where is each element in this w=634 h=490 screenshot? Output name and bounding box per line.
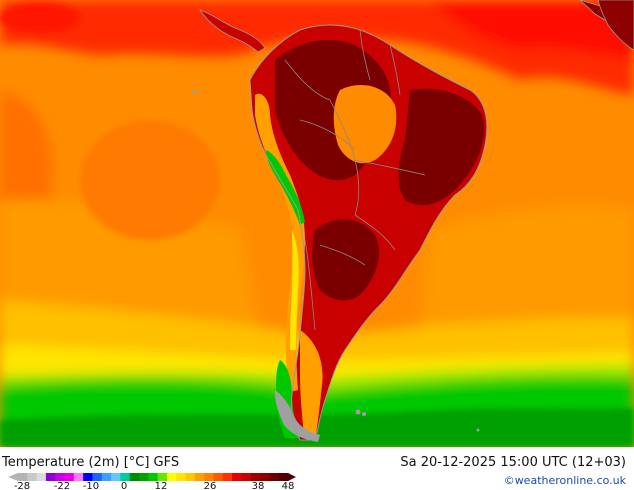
- legend-tick-label: 38: [252, 481, 265, 490]
- legend-swatch: [83, 473, 93, 481]
- legend-tick-label: 0: [121, 481, 127, 490]
- legend-arrow-left: [8, 473, 18, 481]
- africa-edge: [597, 0, 634, 51]
- legend-swatch: [120, 473, 131, 481]
- temperature-map: [0, 0, 634, 447]
- legend-swatch: [204, 473, 215, 481]
- coastline: [249, 24, 488, 441]
- legend-swatch: [101, 473, 112, 481]
- legend-tick-label: -28: [14, 481, 30, 490]
- legend-swatch: [45, 473, 56, 481]
- legend-swatch: [185, 473, 196, 481]
- legend-swatch: [73, 473, 84, 481]
- legend-swatch: [27, 473, 38, 481]
- legend-swatch: [111, 473, 121, 481]
- legend-swatch: [278, 473, 289, 481]
- legend-swatch: [269, 473, 280, 481]
- legend-swatch: [18, 473, 28, 481]
- legend-swatch: [222, 473, 233, 481]
- legend-tick-label: 48: [282, 481, 295, 490]
- islands: [193, 90, 480, 432]
- south-america: [249, 24, 488, 442]
- legend-swatch: [148, 473, 159, 481]
- mid-light-orange: [0, 199, 260, 330]
- country-borders: [284, 29, 426, 331]
- legend-tick-label: -10: [83, 481, 99, 490]
- legend-swatch: [194, 473, 205, 481]
- andes-yellow: [290, 230, 299, 350]
- legend-swatch: [260, 473, 270, 481]
- legend-swatch: [55, 473, 66, 481]
- central-america: [199, 0, 634, 53]
- color-legend: -28 -22 -10 0 12 26 38 48: [8, 473, 296, 490]
- east-light-orange: [420, 206, 634, 330]
- center-orange: [333, 85, 397, 164]
- brazil-dark-red: [398, 88, 485, 206]
- legend-swatch: [176, 473, 187, 481]
- map-title: Temperature (2m) [°C] GFS: [2, 455, 180, 470]
- north-east-red: [430, 0, 634, 60]
- tierra-del-fuego-gray: [274, 390, 320, 442]
- legend-swatch: [232, 473, 242, 481]
- legend-swatch: [241, 473, 252, 481]
- patagonia-orange: [300, 330, 323, 435]
- south-dark-red: [312, 219, 380, 301]
- legend-swatch: [250, 473, 261, 481]
- legend-swatch: [139, 473, 149, 481]
- legend-swatch: [213, 473, 224, 481]
- legend-swatch: [157, 473, 168, 481]
- legend-arrow-right: [288, 473, 296, 481]
- legend-swatch: [36, 473, 47, 481]
- legend-tick-label: 26: [204, 481, 217, 490]
- legend-swatch: [92, 473, 103, 481]
- legend-swatch: [166, 473, 177, 481]
- red-blob-north-west: [0, 3, 80, 33]
- legend-tick-label: 12: [155, 481, 168, 490]
- legend-swatch: [129, 473, 140, 481]
- forecast-datetime: Sa 20-12-2025 15:00 UTC (12+03): [400, 455, 626, 470]
- map-footer: Temperature (2m) [°C] GFS Sa 20-12-2025 …: [0, 447, 634, 490]
- legend-swatch: [64, 473, 75, 481]
- caribbean-coast: [199, 9, 266, 53]
- credit-link[interactable]: ©weatheronline.co.uk: [503, 474, 626, 487]
- legend-tick-label: -22: [54, 481, 70, 490]
- orange-patch-pacific: [80, 120, 220, 240]
